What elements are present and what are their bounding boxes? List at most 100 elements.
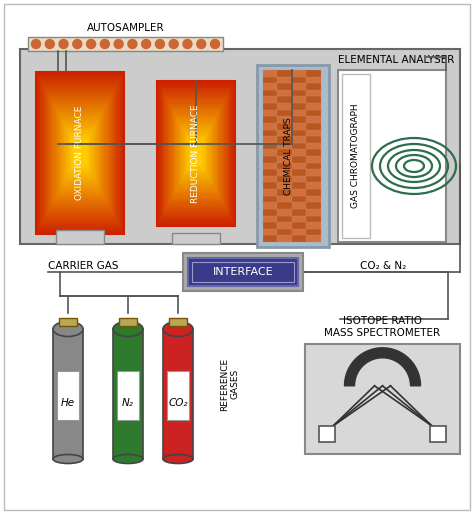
Bar [277,222,292,229]
Bar [292,130,307,136]
Text: ELEMENTAL ANALYSER: ELEMENTAL ANALYSER [337,55,454,65]
Text: OXIDATION FURNACE: OXIDATION FURNACE [75,106,84,200]
Bar [292,156,307,162]
Bar [47,92,113,214]
Text: INTERFACE: INTERFACE [213,267,273,277]
Bar [57,371,79,420]
Bar [307,90,321,97]
Bar [55,106,106,200]
Bar [342,74,370,238]
Bar [430,426,446,442]
Bar [263,136,277,143]
Bar [319,426,335,442]
Bar [292,83,307,90]
Bar [169,103,223,204]
Bar [172,108,220,199]
Ellipse shape [53,454,83,464]
Bar [292,77,307,83]
Bar [178,119,214,188]
Text: N₂: N₂ [122,398,134,408]
Text: ISOTOPE RATIO
MASS SPECTROMETER: ISOTOPE RATIO MASS SPECTROMETER [324,317,440,338]
Bar [187,137,205,170]
Bar [277,103,292,109]
Bar [263,123,277,130]
Bar [277,229,292,235]
Bar [292,235,307,242]
Bar [307,77,321,83]
Bar [307,143,321,150]
Polygon shape [345,348,420,386]
Bar [263,130,277,136]
Bar [263,97,277,103]
Bar [307,123,321,130]
Bar [37,74,123,232]
Bar [292,222,307,229]
Bar [72,138,88,168]
Bar [263,229,277,235]
Bar [43,84,118,222]
Bar [119,318,137,326]
Bar [307,215,321,222]
Bar [190,142,202,165]
Bar [263,235,277,242]
Ellipse shape [163,321,193,337]
Bar [46,90,114,216]
Bar [183,253,303,291]
Ellipse shape [113,454,143,464]
Bar [307,130,321,136]
Bar [307,169,321,176]
Bar [44,86,117,220]
Bar [292,169,307,176]
Bar [307,103,321,109]
Bar [292,209,307,215]
Bar [277,176,292,182]
Bar [163,329,193,459]
Bar [165,97,227,210]
Bar [57,110,103,196]
Bar [117,371,139,420]
Circle shape [169,40,178,48]
Bar [168,101,224,206]
Bar [307,235,321,242]
Bar [64,124,96,182]
Circle shape [100,40,109,48]
Circle shape [197,40,206,48]
Text: CARRIER GAS: CARRIER GAS [48,261,118,271]
Bar [175,115,217,192]
Bar [277,90,292,97]
Bar [52,102,108,204]
Bar [263,209,277,215]
Bar [167,371,189,420]
Bar [71,136,89,170]
Bar [263,222,277,229]
Bar [41,82,118,224]
Bar [307,97,321,103]
Bar [172,233,220,244]
Bar [176,117,216,190]
Bar [307,70,321,77]
Bar [263,150,277,156]
Bar [292,203,307,209]
Bar [292,143,307,150]
Bar [307,83,321,90]
Bar [40,80,119,226]
Bar [56,230,104,244]
Bar [292,229,307,235]
Bar [277,109,292,116]
Bar [263,70,277,77]
Bar [292,150,307,156]
Bar [277,143,292,150]
Bar [54,104,107,202]
Bar [307,182,321,189]
Bar [277,123,292,130]
Text: AUTOSAMPLER: AUTOSAMPLER [87,23,164,33]
Bar [28,37,223,51]
Circle shape [142,40,151,48]
Bar [263,103,277,109]
Bar [192,262,294,282]
Bar [307,156,321,162]
Bar [113,329,143,459]
Bar [69,132,91,174]
Bar [292,176,307,182]
Text: CO₂: CO₂ [168,398,188,408]
